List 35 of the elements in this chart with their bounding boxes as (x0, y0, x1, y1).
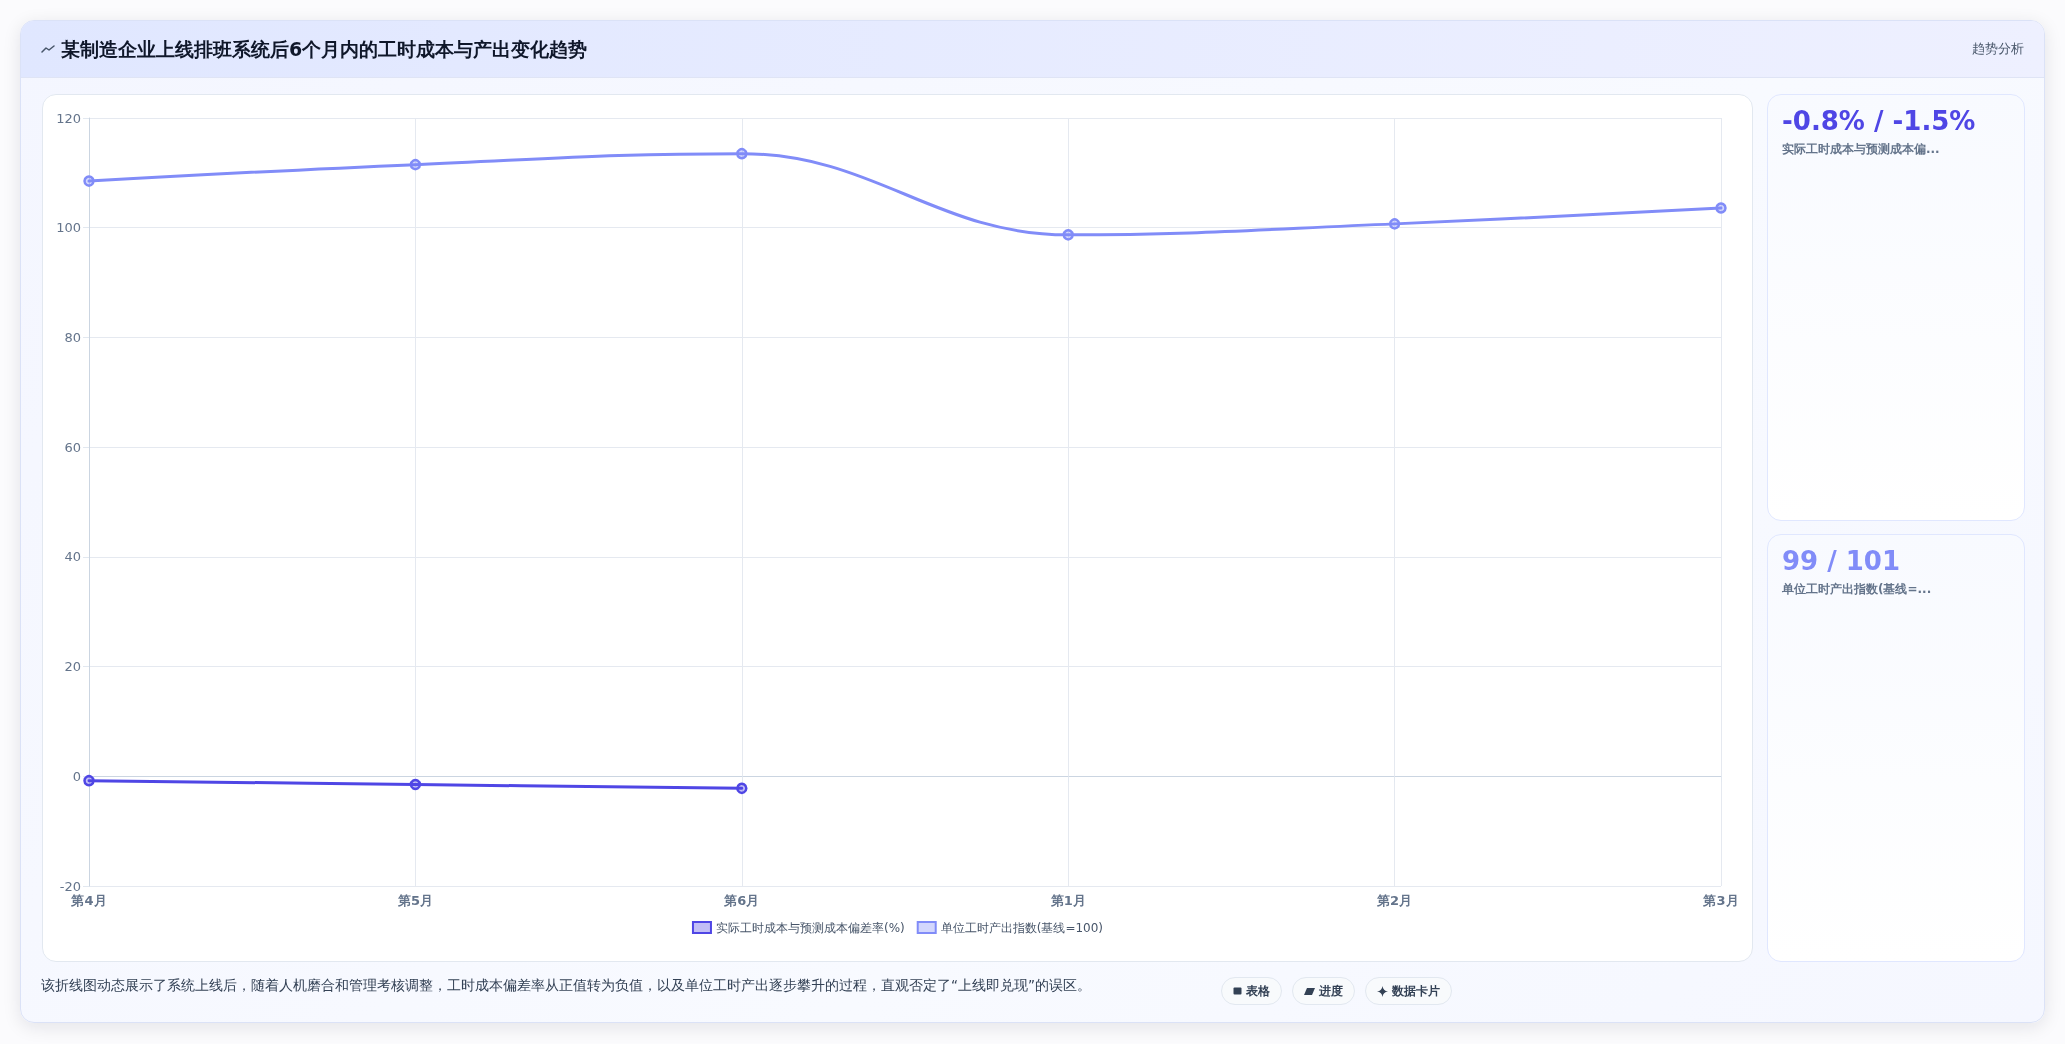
y-tick-label: 0 (72, 768, 81, 784)
text: 表格 (1246, 982, 1270, 1000)
point (83, 774, 95, 787)
text: 进度 (1319, 982, 1343, 1000)
y-tick-label: 20 (64, 659, 81, 675)
point (1062, 229, 1074, 241)
x-tick-label: 第2月 (1376, 893, 1413, 908)
x-tick-label: 第5月 (396, 893, 433, 908)
x-tick-label: 第3月 (1702, 893, 1739, 908)
y-tick-label: -20 (59, 878, 81, 894)
y-tick-label: 60 (64, 439, 81, 455)
x-tick-label: 第1月 (1049, 893, 1086, 908)
x-tick-label: 第6月 (723, 893, 760, 908)
point (736, 147, 748, 160)
point (1388, 218, 1401, 230)
y-tick-label: 100 (56, 220, 81, 236)
point (1715, 202, 1727, 214)
legend-label: 实际工时成本与预测成本偏差率(%) (715, 920, 905, 935)
text: 趋势分析 (1972, 40, 2024, 58)
legend-label: 单位工时产出指数(基线=100) (940, 920, 1104, 935)
x-tick-label: 第4月 (70, 893, 107, 908)
text: 实际工时成本与预测成本偏... (1782, 141, 1941, 158)
point (736, 782, 748, 795)
point (83, 175, 95, 187)
text: 该折线图动态展示了系统上线后，随着人机磨合和管理考核调整，工时成本偏差率从正值转为负值，以及单位工时产出逐步攀升的过程，直观否定了“上线即兑现”的误区。 (41, 977, 1091, 995)
chart-title: 某制造企业上线排班系统后6个月内的工时成本与产出变化趋势 (61, 37, 588, 62)
point (409, 158, 422, 171)
y-tick-label: 80 (64, 329, 81, 345)
point (409, 778, 422, 791)
text: 单位工时产出指数(基线=... (1782, 581, 1933, 598)
text: 99 / 101 (1782, 545, 1902, 577)
y-tick-label: 120 (56, 110, 81, 126)
text: 数据卡片 (1392, 982, 1440, 1000)
y-tick-label: 40 (64, 549, 81, 565)
text: -0.8% / -1.5% (1782, 105, 1977, 137)
